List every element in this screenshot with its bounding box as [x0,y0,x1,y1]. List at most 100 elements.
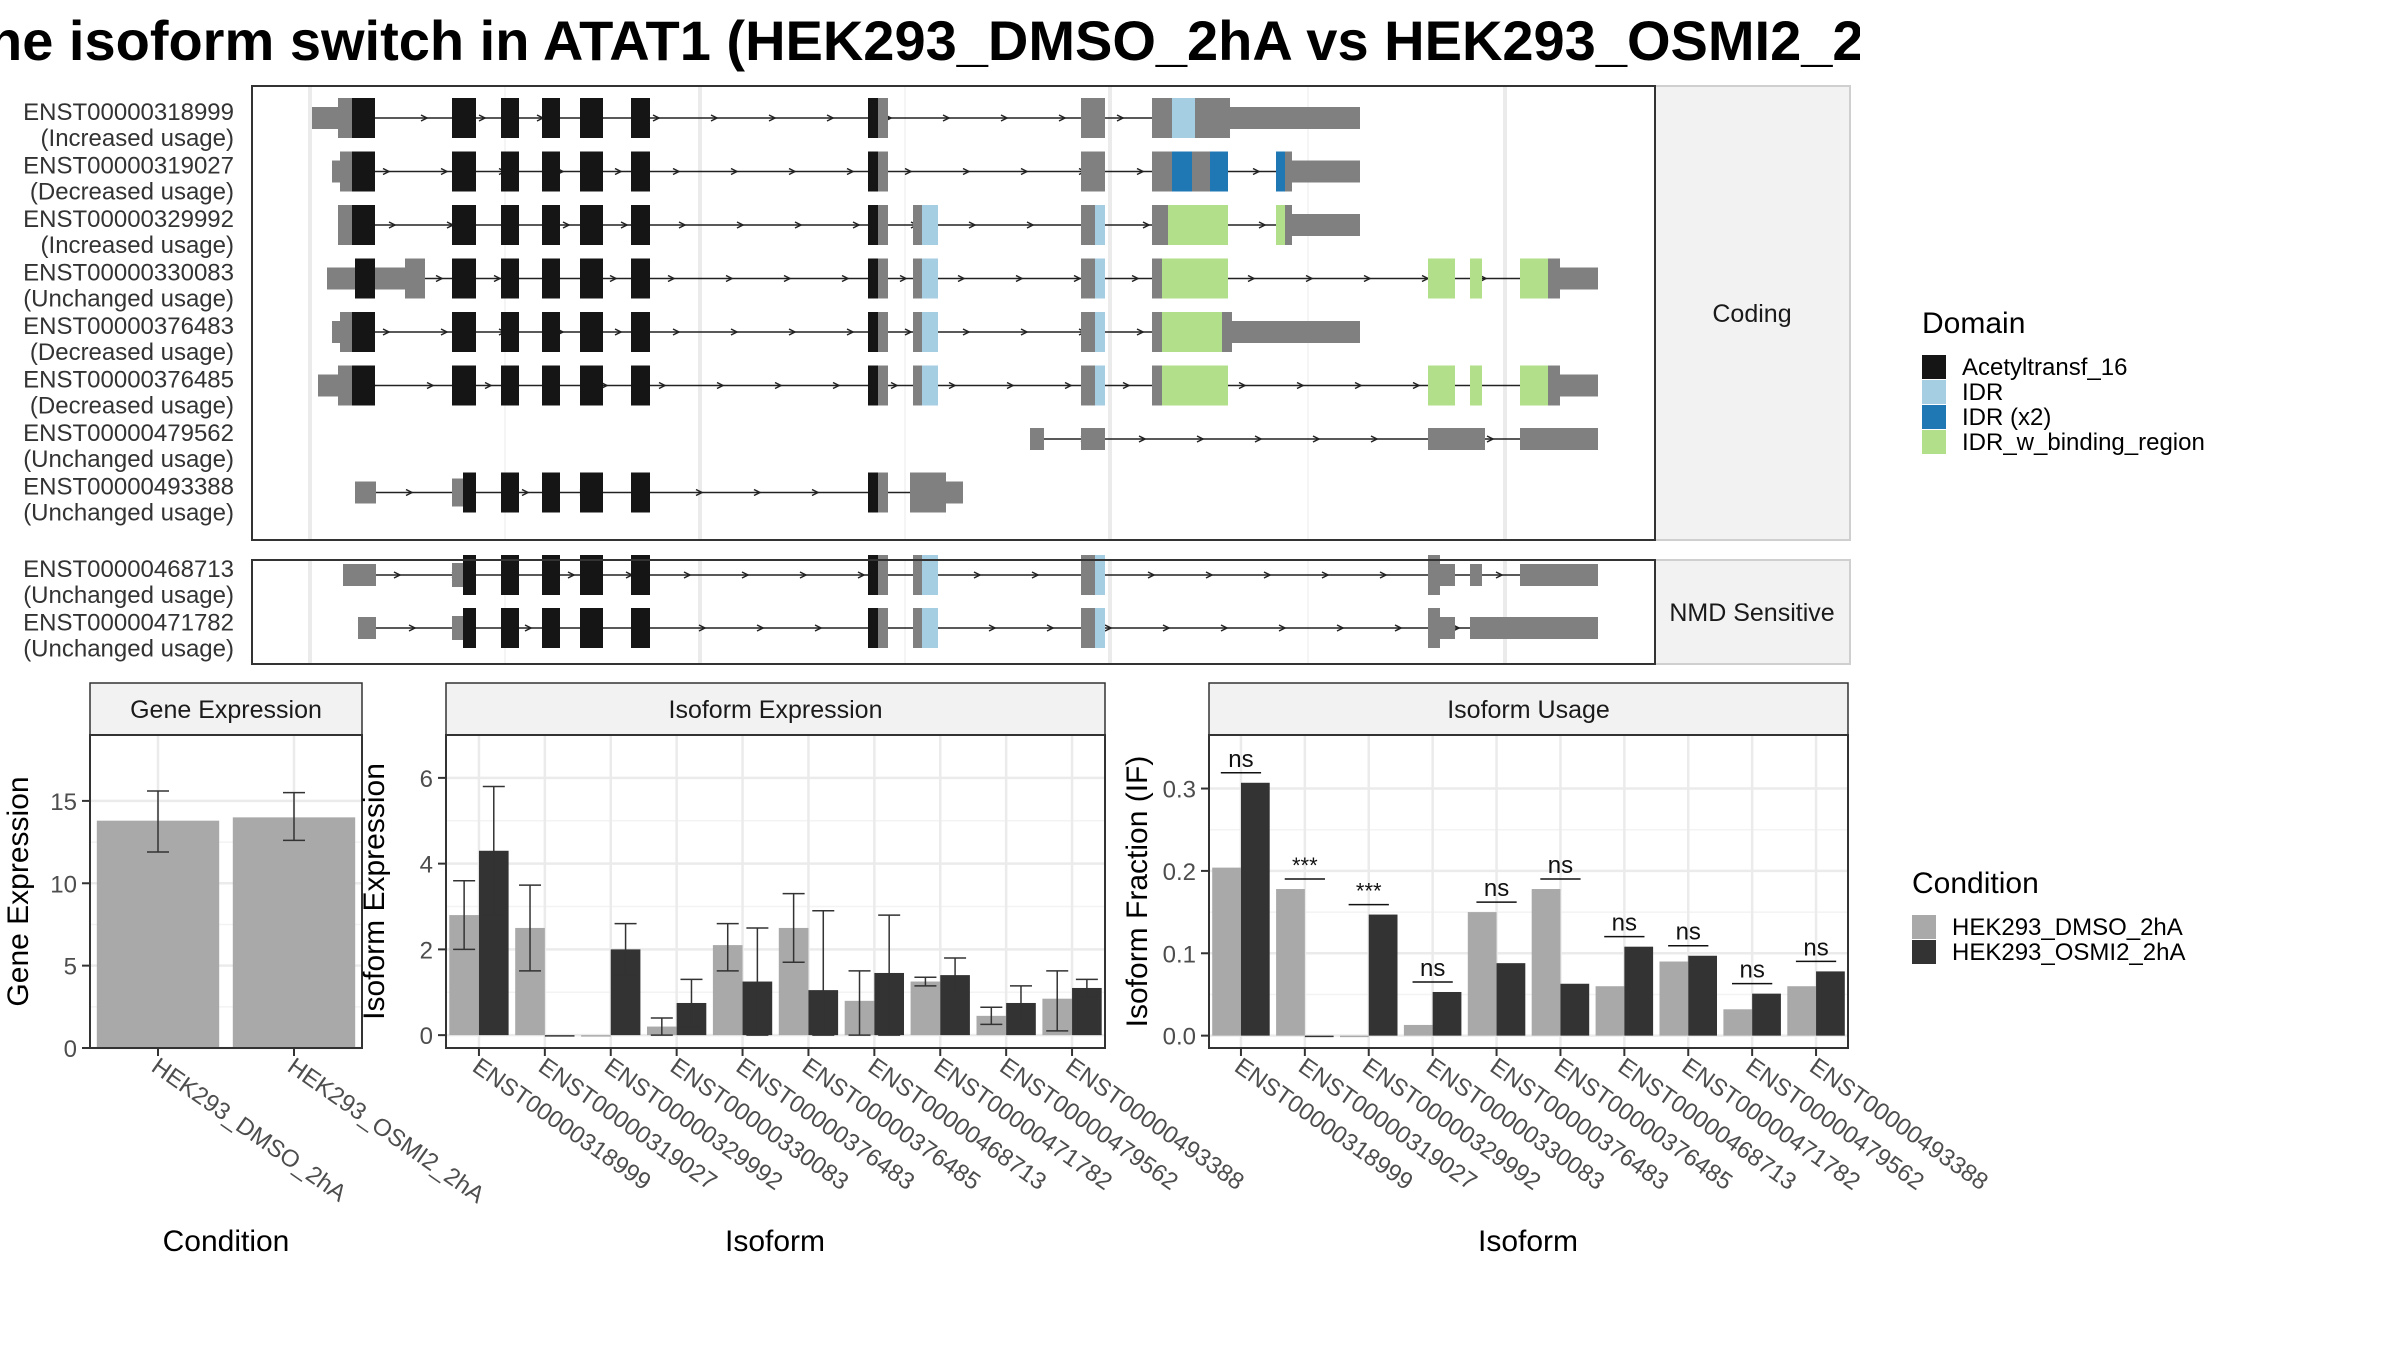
domain-acetyltransf-16 [631,608,650,648]
y-tick-label: 10 [50,871,77,898]
intron-arrow [1136,167,1145,176]
domain-acetyltransf-16 [355,258,375,299]
intron-arrow [408,624,417,632]
domain-idr [1095,365,1105,406]
domain-acetyltransf-16 [501,205,519,245]
transcript-usage-status: (Unchanged usage) [23,582,234,609]
intron-arrow [698,624,707,632]
intron-arrow [1122,381,1131,390]
intron-arrow [846,328,855,336]
domain-idr-w-binding-region [1162,258,1228,299]
intron-arrow [1205,571,1214,579]
domain-acetyltransf-16 [501,98,519,138]
intron-arrow [562,221,571,229]
domain-acetyltransf-16 [501,365,519,406]
significance-label: *** [1292,853,1318,878]
domain-idr [922,365,938,406]
bar-dmso [581,1035,611,1037]
transcript-label: ENST00000376485(Decreased usage) [23,367,234,420]
bar-osmi2 [1624,946,1654,1036]
domain-acetyltransf-16 [868,555,878,595]
bar-dmso [1659,961,1689,1036]
domain-acetyltransf-16 [463,608,476,648]
domain-idr-w-binding-region [1276,205,1285,245]
bar-dmso [1467,912,1497,1036]
gene-expression-y-axis-title: Gene Expression [2,776,35,1006]
exon [1152,312,1162,352]
intron-arrow [388,221,397,229]
domain-idr-x2 [1276,151,1285,192]
intron-arrow [1000,114,1009,122]
transcript-usage-status: (Increased usage) [41,232,234,259]
exon-utr [338,365,352,406]
coding-panel-bg [252,86,1655,540]
bar-dmso [1595,986,1625,1036]
domain-acetyltransf-16 [501,151,519,192]
domain-idr-x2 [1210,151,1228,192]
transcript-id: ENST00000318999 [23,99,234,126]
exon [878,555,888,595]
domain-legend-key [1922,405,1946,429]
intron-arrow [948,381,957,390]
transcript-id: ENST00000376485 [23,367,234,394]
domain-legend-label: IDR_w_binding_region [1962,429,2205,456]
intron-arrow [725,274,734,283]
bar-dmso [1339,1035,1369,1038]
exon-utr [355,481,376,504]
transcript-label: ENST00000468713(Unchanged usage) [23,556,234,609]
significance-label: ns [1676,919,1701,946]
domain-idr-w-binding-region [1470,365,1482,406]
gene-expression-title-strip [89,682,363,736]
domain-acetyltransf-16 [631,555,650,595]
significance-label: ns [1612,910,1637,937]
transcript-usage-status: (Unchanged usage) [23,500,234,527]
intron-arrow [710,114,719,122]
y-tick-label: 6 [420,766,433,793]
domain-legend-key [1922,380,1946,404]
intron-arrow [962,328,971,336]
transcript-label: ENST00000479562(Unchanged usage) [23,420,234,473]
intron-arrow [1020,167,1029,176]
intron-arrow [788,167,797,176]
condition-legend-title: Condition [1912,867,2039,900]
exon-utr [1230,107,1360,129]
isoform-expression-plot-border [445,734,1106,1049]
exon-utr [452,563,463,587]
exon [1428,608,1440,648]
intron-arrow [382,328,391,336]
exon [1152,98,1172,138]
domain-acetyltransf-16 [355,312,375,352]
significance-label: ns [1228,746,1253,773]
domain-acetyltransf-16 [542,98,560,138]
transcript-id: ENST00000493388 [23,474,234,501]
nmd-facet-label: NMD Sensitive [1669,599,1834,627]
transcript-label: ENST00000318999(Increased usage) [23,99,234,152]
domain-acetyltransf-16 [631,365,650,406]
exon [878,151,888,192]
intron-arrow [832,381,841,390]
transcript-label: ENST00000330083(Unchanged usage) [23,260,234,313]
y-tick-label: 0.0 [1163,1024,1196,1051]
domain-legend-key [1922,430,1946,454]
nmd-panel-bg [252,560,1655,664]
bar-osmi2 [1432,991,1462,1036]
domain-legend-key [1922,355,1946,379]
intron-arrow [1020,328,1029,336]
domain-idr [1095,205,1105,245]
intron-arrow [783,274,792,283]
intron-arrow [426,381,435,390]
exon [1195,98,1230,138]
domain-idr [1095,258,1105,299]
condition-legend-label: HEK293_OSMI2_2hA [1952,939,2185,966]
domain-acetyltransf-16 [868,608,878,648]
domain-acetyltransf-16 [355,98,375,138]
bar-dmso [1531,889,1561,1036]
domain-idr-x2 [1172,151,1192,192]
domain-acetyltransf-16 [580,151,603,192]
bar-osmi2 [1560,983,1590,1036]
exon [1285,205,1292,245]
exon [878,365,888,406]
y-tick-label: 0 [420,1023,433,1050]
